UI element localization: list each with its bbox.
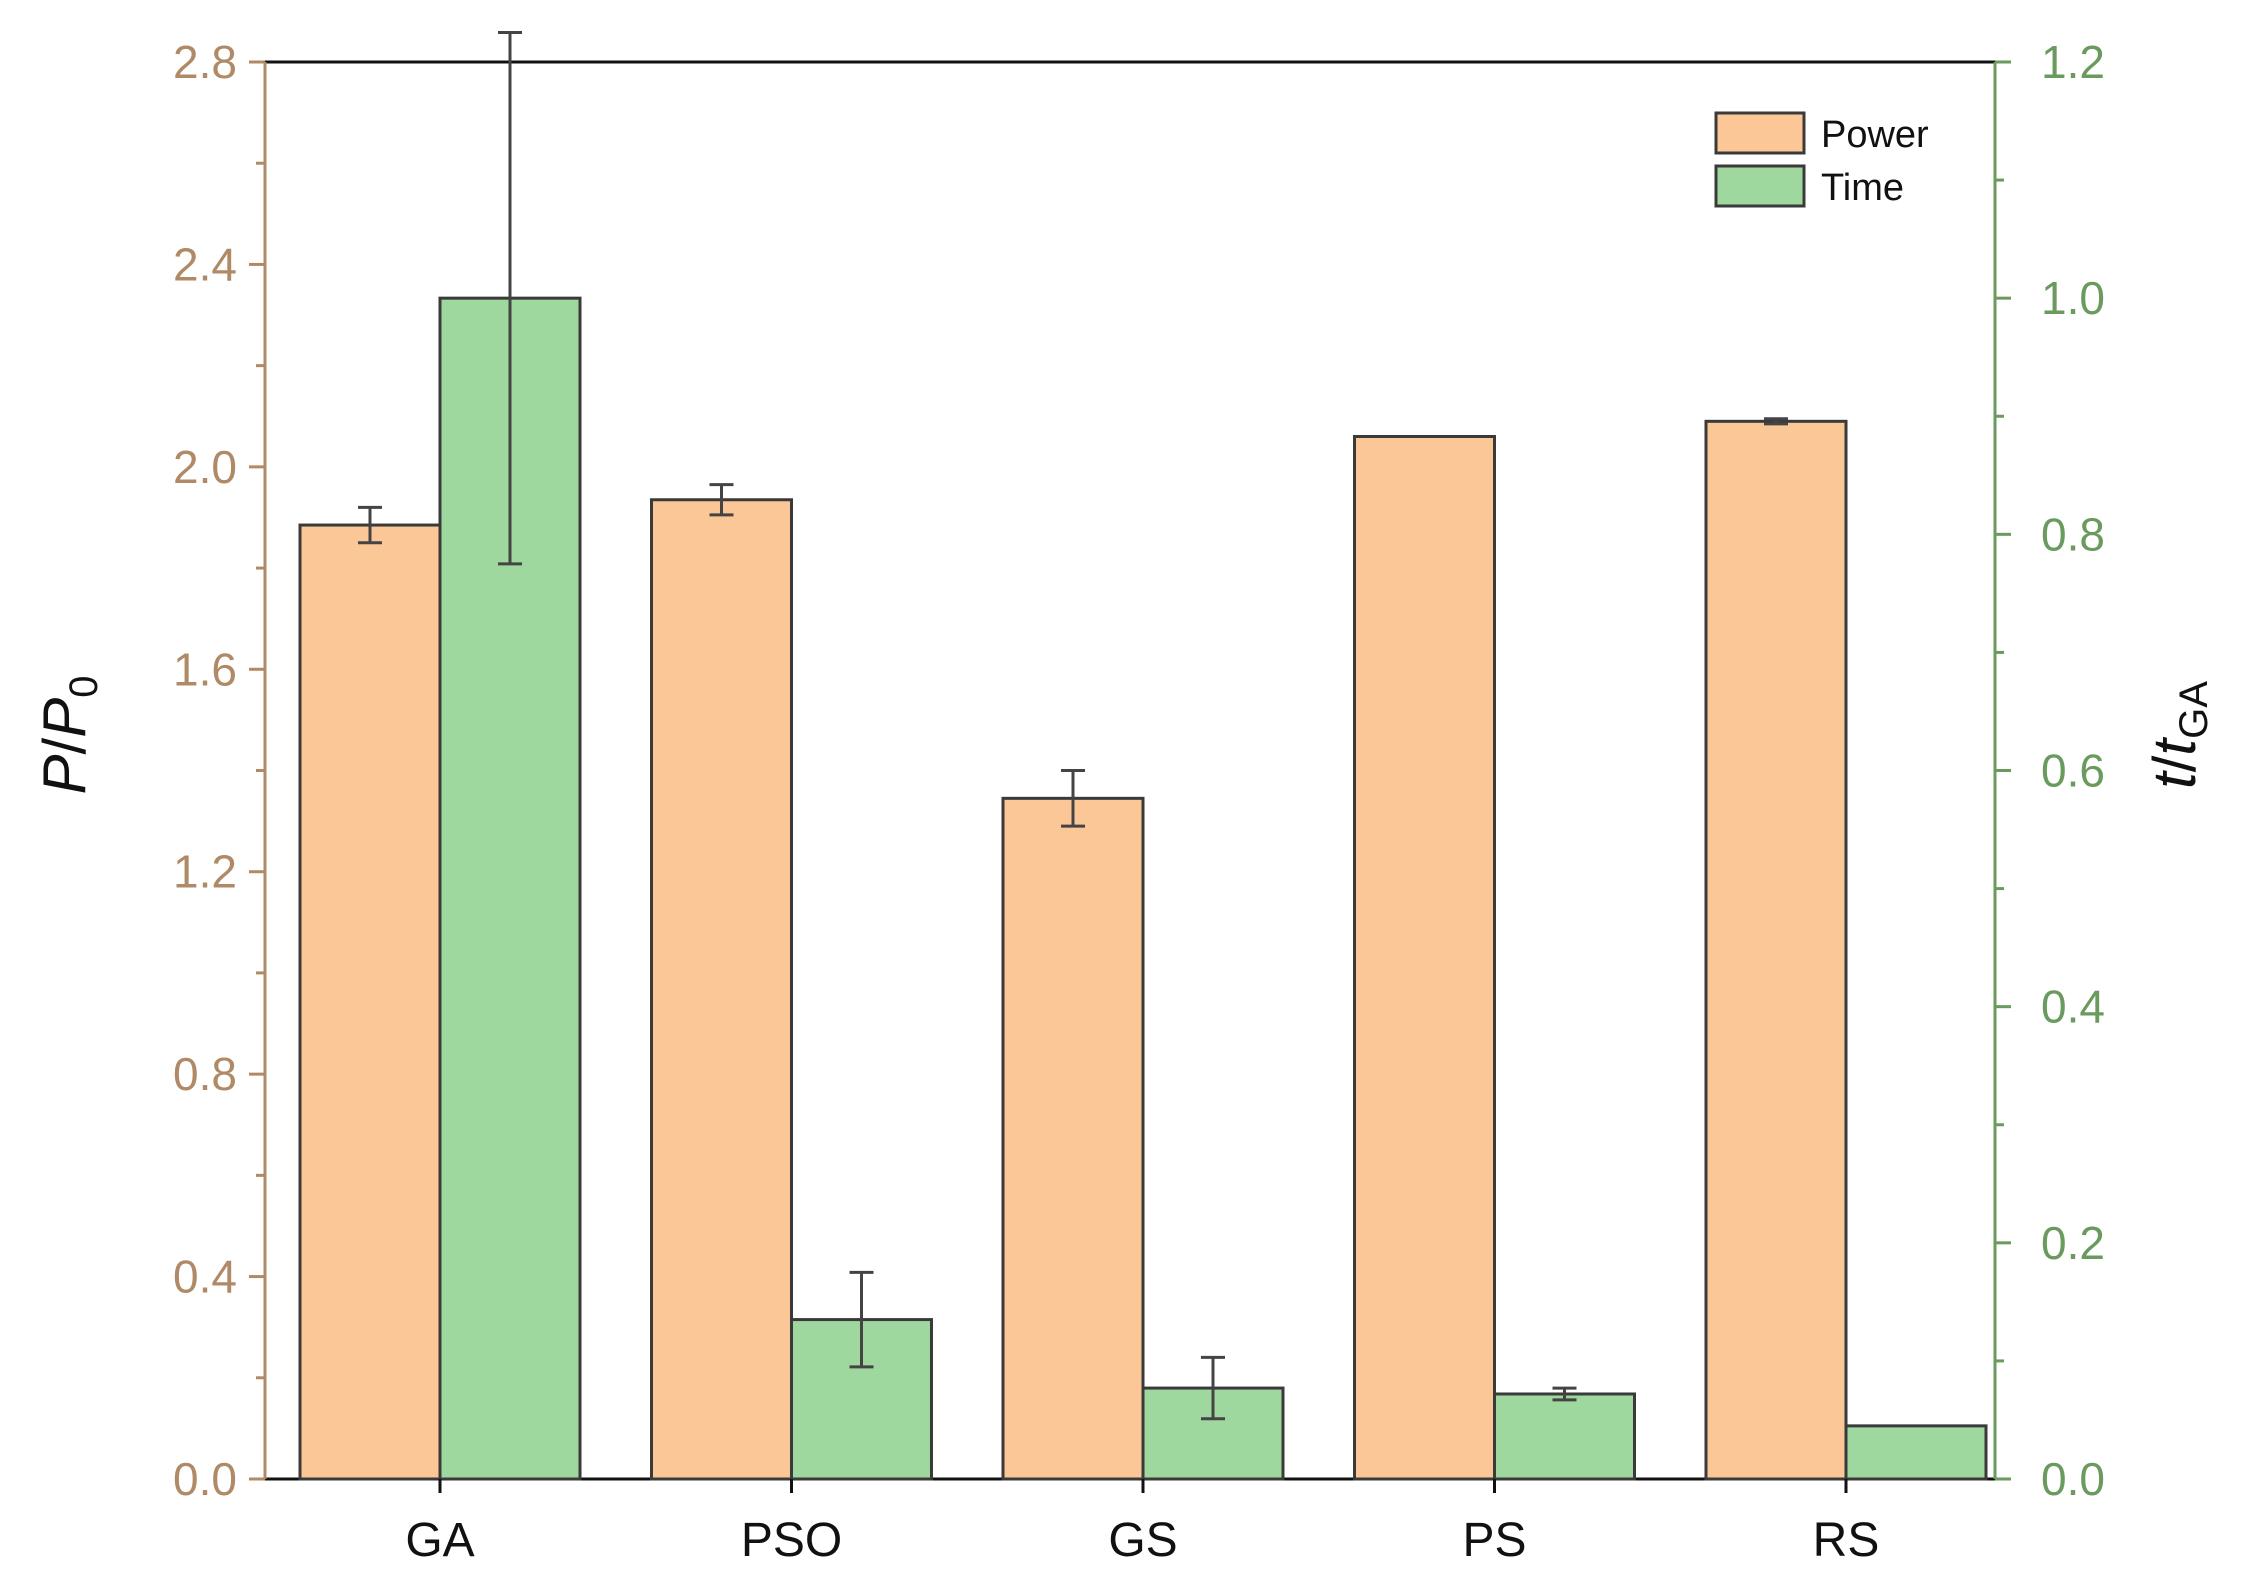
y-right-tick-label: 1.2: [2041, 36, 2105, 88]
legend-swatch-power: [1714, 111, 1806, 155]
y-right-tick-label: 0.6: [2041, 745, 2105, 797]
y-right-title-part1: t: [2141, 770, 2208, 789]
legend-swatch-time: [1714, 164, 1806, 208]
y-left-title-part2: P: [31, 698, 98, 738]
x-tick-label-gs: GS: [1108, 1514, 1177, 1567]
y-left-tick-label: 2.4: [173, 238, 237, 290]
bar-power-gs: [1001, 796, 1145, 1481]
bar-power-ps: [1353, 434, 1496, 1481]
y-left-tick-label: 2.8: [173, 36, 237, 88]
y-left-tick-label: 0.0: [173, 1453, 237, 1505]
bar-time-rs: [1844, 1424, 1988, 1481]
y-axis-left-title: P/P0: [31, 676, 106, 795]
y-left-title-part1: P: [31, 754, 98, 794]
y-right-tick-label: 0.0: [2041, 1453, 2105, 1505]
y-right-tick-label: 1.0: [2041, 272, 2105, 324]
ticks-layer: 0.0 0.4 0.8 1.2 1.6 2.0 2.4 2.8 0.0 0.2 0.4 0.6 0.8 1…: [173, 36, 2105, 1567]
bar-power-ga: [298, 523, 442, 1481]
bars-layer: [298, 296, 1988, 1481]
y-left-tick-label: 1.6: [173, 643, 237, 695]
x-tick-label-ga: GA: [405, 1514, 474, 1567]
y-left-title-sep: /: [31, 737, 98, 754]
legend-label-power: Power: [1821, 114, 1929, 156]
y-right-tick-label: 0.8: [2041, 508, 2105, 560]
y-left-tick-label: 1.2: [173, 846, 237, 898]
x-tick-label-pso: PSO: [741, 1514, 842, 1567]
y-right-title-part2: t: [2141, 737, 2208, 756]
x-tick-label-ps: PS: [1462, 1514, 1526, 1567]
bar-power-rs: [1704, 419, 1848, 1481]
error-bars-layer: [358, 30, 1788, 1421]
y-left-tick-label: 0.8: [173, 1048, 237, 1100]
y-left-tick-label: 2.0: [173, 441, 237, 493]
y-right-title-sep: /: [2141, 755, 2208, 772]
y-right-tick-label: 0.2: [2041, 1217, 2105, 1269]
bar-power-pso: [650, 498, 793, 1481]
y-left-title-subscript: 0: [62, 676, 106, 698]
x-tick-label-rs: RS: [1813, 1514, 1880, 1567]
y-right-tick-label: 0.4: [2041, 981, 2105, 1033]
legend-label-time: Time: [1821, 167, 1904, 209]
y-left-tick-label: 0.4: [173, 1251, 237, 1303]
legend: Power Time: [1714, 111, 1929, 209]
y-right-title-subscript: GA: [2172, 681, 2216, 739]
bar-time-ps: [1493, 1392, 1636, 1481]
y-axis-right-title: t/tGA: [2141, 681, 2216, 789]
